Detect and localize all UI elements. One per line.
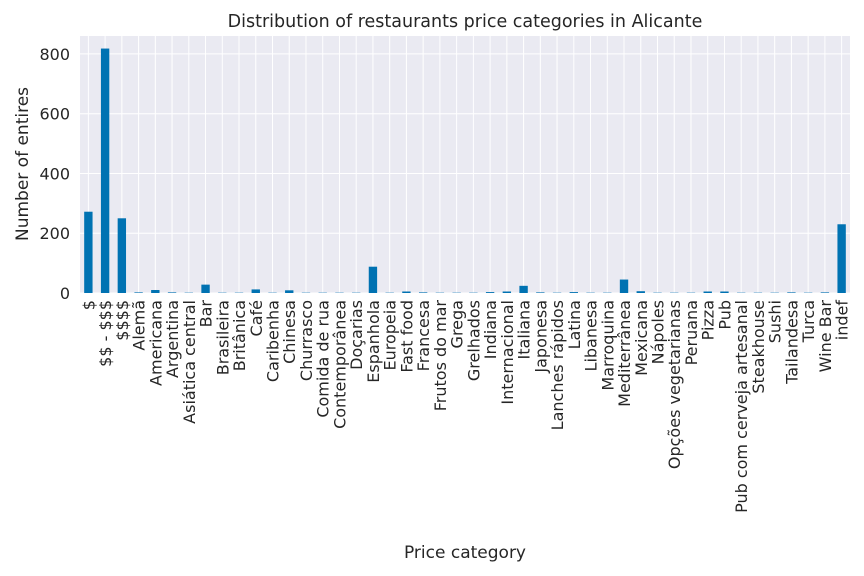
bar	[100, 48, 110, 293]
bars	[84, 48, 846, 293]
bar	[84, 211, 93, 293]
x-tick-label: Pub com cerveja artesanal	[732, 300, 751, 513]
bar	[837, 224, 846, 293]
x-tick-label: Italiana	[515, 300, 534, 359]
bar	[636, 291, 645, 293]
bar	[569, 292, 578, 293]
x-tick-label: Wine Bar	[816, 300, 835, 373]
x-tick-label: Sushi	[766, 300, 785, 343]
x-tick-label: Mediterrânea	[615, 300, 634, 407]
bar	[720, 291, 729, 293]
x-tick-label: Francesa	[414, 300, 433, 371]
x-tick-label: Argentina	[163, 300, 182, 378]
x-tick-label: Contemporânea	[330, 300, 349, 429]
x-tick-label: Pizza	[699, 300, 718, 340]
x-tick-label: Brasileira	[213, 300, 232, 375]
x-tick-label: Lanches rápidos	[548, 300, 567, 430]
bar	[502, 291, 512, 293]
x-tick-label: Turca	[799, 300, 818, 343]
bar	[285, 290, 294, 293]
x-tick-label: Indiana	[481, 300, 500, 359]
bar	[619, 279, 629, 293]
bar	[787, 292, 796, 293]
bar	[418, 292, 428, 293]
x-tick-label: Grelhados	[464, 300, 483, 381]
x-tick-label: Internacional	[498, 300, 517, 405]
x-tick-label: Comida de rua	[314, 300, 333, 418]
plot-area	[80, 36, 850, 293]
x-tick-label: Café	[247, 300, 266, 336]
x-tick-label: Grega	[448, 300, 467, 348]
x-tick-label: Europeia	[381, 300, 400, 371]
x-tick-label: Marroquina	[598, 300, 617, 391]
x-tick-label: Latina	[565, 300, 584, 349]
x-tick-label: Japonesa	[531, 300, 550, 374]
y-tick-label: 600	[39, 105, 70, 124]
y-tick-label: 200	[39, 224, 70, 243]
x-tick-label: indef	[833, 300, 852, 341]
bar	[134, 292, 143, 293]
x-tick-label: Asiática central	[180, 300, 199, 424]
x-tick-label: Espanhola	[364, 300, 383, 383]
bar	[201, 284, 210, 293]
x-tick-label: Americana	[146, 300, 165, 386]
y-tick-labels: 0 200 400 600 800	[39, 45, 70, 303]
x-tick-label: $$$$	[113, 300, 132, 341]
bar	[368, 266, 378, 293]
x-tick-label: Peruana	[682, 300, 701, 365]
x-tick-label: Pub	[715, 300, 734, 330]
x-tick-label: Libanesa	[582, 300, 601, 371]
x-tick-label: Britânica	[230, 300, 249, 371]
x-tick-label: Churrasco	[297, 300, 316, 381]
x-tick-label: Frutos do mar	[431, 300, 450, 412]
grid-lines	[80, 36, 850, 294]
bar	[536, 292, 545, 293]
bar	[167, 292, 177, 293]
x-tick-label: Caribenha	[264, 300, 283, 382]
x-axis-label: Price category	[404, 543, 526, 563]
x-tick-label: Alemã	[130, 300, 149, 351]
x-tick-label: Fast food	[397, 300, 416, 373]
bar	[703, 291, 712, 293]
x-tick-label: Mexicana	[632, 300, 651, 376]
x-tick-label: $$ - $$$	[96, 300, 115, 367]
x-tick-label: Chinesa	[280, 300, 299, 364]
y-tick-label: 400	[39, 164, 70, 183]
x-tick-labels: $$$ - $$$$$$$AlemãAmericanaArgentinaAsiá…	[79, 300, 851, 513]
bar	[820, 292, 830, 293]
y-axis-label: Number of entires	[13, 87, 33, 241]
x-tick-label: Doçarias	[347, 300, 366, 370]
x-tick-label: $	[79, 300, 98, 310]
x-tick-label: Nápoles	[649, 300, 668, 364]
bar	[519, 285, 528, 293]
y-tick-label: 0	[60, 284, 70, 303]
chart-title: Distribution of restaurants price catego…	[228, 12, 703, 32]
x-tick-label: Opções vegetarianas	[665, 300, 684, 469]
x-tick-label: Steakhouse	[749, 300, 768, 394]
bar	[117, 218, 127, 293]
bar	[151, 290, 160, 293]
x-tick-label: Bar	[197, 300, 216, 328]
bar	[402, 291, 411, 293]
y-tick-label: 800	[39, 45, 70, 64]
bar	[251, 289, 260, 293]
x-tick-label: Tailandesa	[782, 300, 801, 385]
bar	[485, 292, 495, 293]
